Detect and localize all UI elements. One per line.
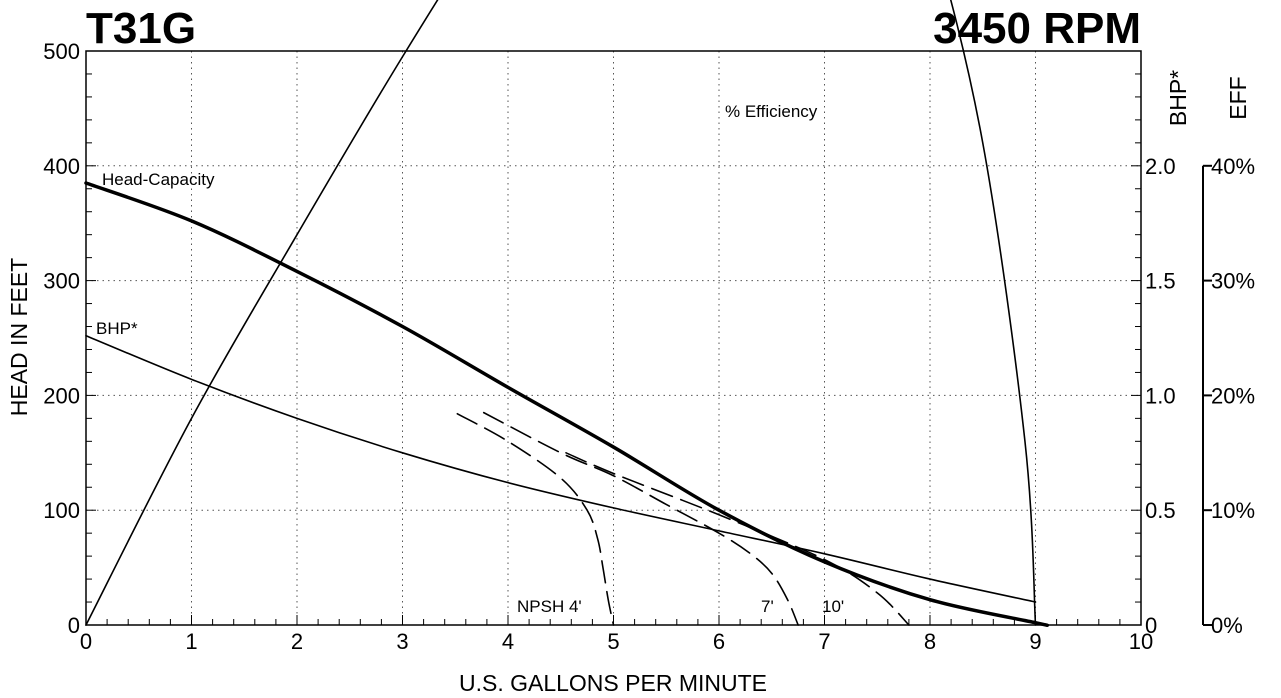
chart-title-left: T31G: [86, 4, 196, 53]
x-tick-label: 5: [607, 629, 619, 654]
x-tick-label: 7: [818, 629, 830, 654]
grid: [86, 51, 1141, 625]
x-tick-label: 10: [1129, 629, 1153, 654]
x-tick-label: 1: [185, 629, 197, 654]
y-tick-label: 0: [68, 613, 80, 638]
npsh-4-label: NPSH 4': [517, 597, 582, 616]
eff-tick-label: 30%: [1211, 269, 1255, 294]
minor-ticks: [85, 50, 1142, 626]
bhp-tick-label: 0: [1145, 613, 1157, 638]
x-tick-label: 2: [291, 629, 303, 654]
series-7: [482, 411, 799, 626]
y-axis-title: HEAD IN FEET: [6, 258, 32, 416]
x-tick-label: 8: [924, 629, 936, 654]
tick-labels: 0 1 2 3 4 5 6 7 8 9 10010020030040050000.51.01.52.…: [43, 39, 1255, 654]
y-tick-label: 200: [43, 383, 80, 408]
x-axis-title: U.S. GALLONS PER MINUTE: [459, 670, 767, 696]
bhp-tick-label: 0.5: [1145, 498, 1176, 523]
x-tick-label: 6: [713, 629, 725, 654]
y-tick-label: 500: [43, 39, 80, 64]
eff-tick-label: 10%: [1211, 498, 1255, 523]
npsh-10-label: 10': [822, 597, 844, 616]
series-10: [565, 452, 910, 626]
x-tick-label: 4: [502, 629, 514, 654]
eff-tick-label: 0%: [1211, 613, 1243, 638]
y-tick-label: 300: [43, 269, 80, 294]
series-efficiency: [85, 0, 1037, 626]
eff-tick-label: 20%: [1211, 383, 1255, 408]
chart-title-right: 3450 RPM: [933, 4, 1141, 53]
bhp-tick-label: 2.0: [1145, 154, 1176, 179]
series-head-capacity: [84, 181, 1050, 628]
bhp-tick-label: 1.5: [1145, 269, 1176, 294]
bhp-curve-label: BHP*: [96, 319, 138, 338]
eff-axis-title: EFF: [1225, 76, 1251, 119]
bhp-axis-title: BHP*: [1165, 70, 1191, 126]
x-tick-label: 0: [80, 629, 92, 654]
series-bhp: [85, 334, 1037, 603]
x-tick-label: 9: [1029, 629, 1041, 654]
series-layer: [84, 0, 1050, 628]
efficiency-curve-label: % Efficiency: [725, 102, 818, 121]
eff-tick-label: 40%: [1211, 154, 1255, 179]
head-capacity-label: Head-Capacity: [102, 170, 215, 189]
y-tick-label: 100: [43, 498, 80, 523]
npsh-7-label: 7': [761, 597, 774, 616]
y-tick-label: 400: [43, 154, 80, 179]
x-tick-label: 3: [396, 629, 408, 654]
series-npsh-4: [456, 412, 615, 626]
bhp-tick-label: 1.0: [1145, 383, 1176, 408]
